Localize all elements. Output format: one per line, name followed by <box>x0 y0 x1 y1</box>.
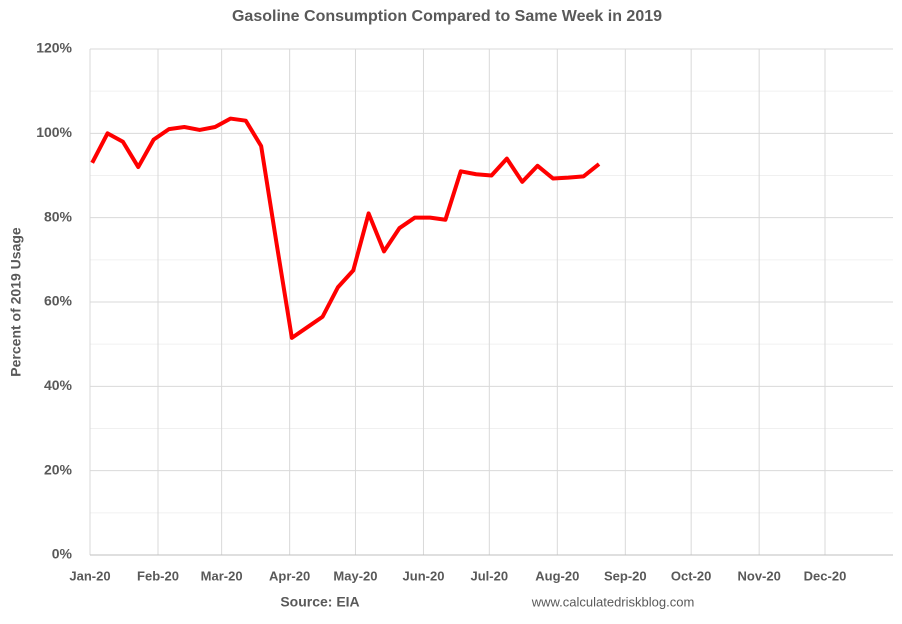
chart-title: Gasoline Consumption Compared to Same We… <box>232 8 662 25</box>
x-tick-label: Dec-20 <box>804 568 847 583</box>
x-tick-label: Sep-20 <box>604 568 647 583</box>
x-tick-label: Jul-20 <box>471 568 509 583</box>
x-tick-label: Mar-20 <box>201 568 243 583</box>
x-tick-label: Oct-20 <box>671 568 711 583</box>
x-tick-label: May-20 <box>333 568 377 583</box>
y-tick-label: 100% <box>36 124 72 140</box>
y-tick-label: 60% <box>44 293 73 309</box>
y-tick-label: 0% <box>52 546 73 562</box>
x-tick-label: Apr-20 <box>269 568 310 583</box>
y-tick-label: 80% <box>44 208 73 224</box>
x-tick-label: Jan-20 <box>69 568 110 583</box>
website-note: www.calculatedriskblog.com <box>531 594 695 609</box>
y-tick-label: 120% <box>36 40 72 56</box>
x-tick-label: Aug-20 <box>535 568 579 583</box>
data-line <box>90 116 601 340</box>
x-tick-label: Nov-20 <box>737 568 780 583</box>
y-axis-label: Percent of 2019 Usage <box>8 227 24 377</box>
x-tick-label: Jun-20 <box>403 568 445 583</box>
y-tick-label: 40% <box>44 377 73 393</box>
source-note: Source: EIA <box>280 594 359 610</box>
y-tick-label: 20% <box>44 461 73 477</box>
x-tick-label: Feb-20 <box>137 568 179 583</box>
